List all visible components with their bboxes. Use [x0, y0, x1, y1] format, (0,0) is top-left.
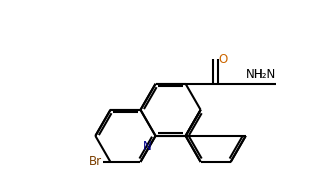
Text: NH: NH: [246, 68, 264, 82]
Text: Br: Br: [89, 155, 102, 168]
Text: N: N: [143, 140, 152, 153]
Text: H₂N: H₂N: [253, 68, 276, 82]
Text: O: O: [218, 53, 227, 66]
